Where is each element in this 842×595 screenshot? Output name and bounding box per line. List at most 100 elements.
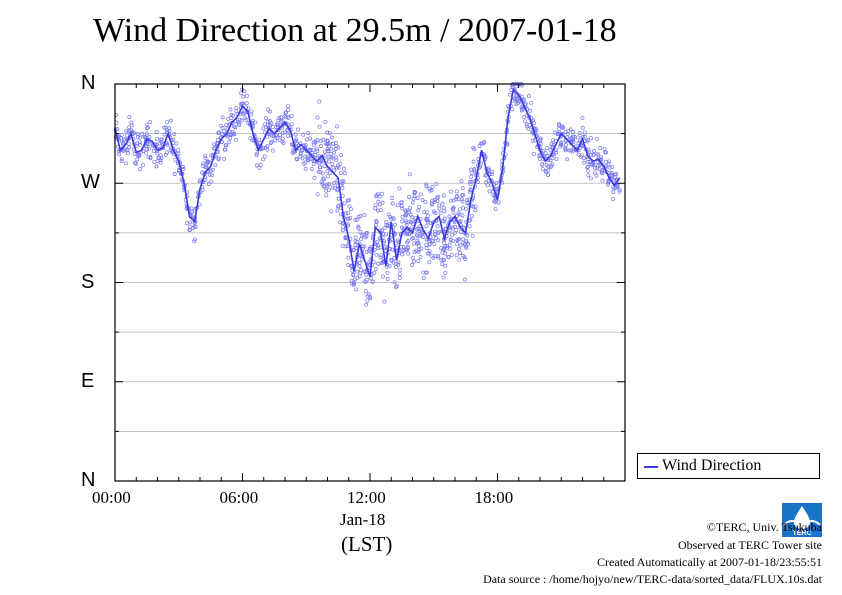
data-point	[209, 179, 214, 184]
data-point	[549, 142, 554, 146]
data-point	[249, 112, 253, 117]
data-point	[576, 152, 581, 157]
data-point	[142, 134, 147, 139]
data-point	[559, 142, 564, 147]
data-point	[441, 206, 446, 210]
data-point	[460, 193, 465, 198]
data-point	[261, 145, 266, 150]
data-point	[365, 277, 370, 282]
data-point	[227, 140, 232, 145]
data-point	[138, 167, 143, 171]
data-point	[399, 200, 404, 205]
data-point	[345, 222, 350, 227]
data-point	[390, 215, 395, 220]
data-point	[443, 244, 448, 249]
data-point	[145, 146, 149, 151]
axis-ticks	[114, 83, 626, 482]
data-point	[384, 220, 389, 225]
data-point	[328, 170, 333, 175]
data-point	[290, 151, 295, 156]
data-point	[460, 186, 465, 191]
data-point	[332, 150, 337, 155]
data-point	[432, 241, 437, 246]
x-tick-label: 00:00	[92, 488, 131, 507]
data-point	[158, 153, 163, 158]
data-point	[381, 231, 386, 236]
data-point	[312, 175, 317, 180]
data-point	[382, 226, 387, 231]
data-point	[433, 229, 437, 234]
data-point	[463, 277, 467, 282]
data-point	[538, 141, 543, 146]
data-point	[487, 189, 492, 194]
data-point	[390, 247, 395, 252]
data-point	[433, 254, 437, 259]
data-point	[528, 108, 533, 113]
data-point	[424, 217, 429, 222]
data-point	[384, 232, 388, 237]
data-point	[465, 200, 470, 205]
data-point	[404, 222, 409, 227]
data-point	[382, 299, 387, 304]
data-point	[127, 125, 132, 130]
data-point	[454, 189, 459, 194]
data-point	[443, 263, 448, 268]
data-point	[538, 136, 543, 141]
data-point	[406, 231, 411, 236]
data-point	[193, 225, 198, 230]
data-point	[522, 115, 527, 120]
data-point	[234, 137, 238, 142]
data-point	[299, 148, 304, 152]
data-point	[330, 185, 335, 190]
data-point	[597, 167, 602, 172]
data-point	[394, 285, 398, 289]
data-point	[326, 148, 331, 153]
data-point	[448, 238, 453, 243]
data-point	[461, 237, 466, 242]
data-point	[411, 255, 416, 260]
data-point	[417, 227, 422, 231]
data-point	[406, 239, 411, 243]
data-point	[300, 148, 305, 153]
data-point	[270, 148, 275, 153]
data-point	[168, 118, 173, 123]
data-point	[326, 139, 330, 144]
data-point	[530, 138, 535, 143]
data-point	[323, 149, 327, 154]
data-point	[268, 109, 272, 114]
data-point	[540, 162, 545, 167]
data-point	[458, 251, 463, 255]
data-point	[515, 101, 520, 106]
data-point	[586, 173, 591, 178]
data-point	[424, 246, 429, 251]
data-point	[550, 156, 555, 161]
data-point	[148, 141, 152, 146]
data-point	[589, 136, 594, 141]
data-point	[233, 125, 238, 130]
data-point	[132, 130, 137, 135]
data-point	[410, 200, 415, 205]
data-point	[434, 181, 439, 186]
data-point	[280, 136, 285, 141]
data-point	[376, 261, 381, 266]
data-point	[470, 233, 475, 238]
data-point	[580, 125, 585, 130]
data-point	[267, 131, 272, 136]
data-point	[379, 208, 383, 213]
data-point	[184, 221, 189, 226]
data-point	[450, 206, 455, 211]
data-point	[466, 242, 471, 247]
data-point	[222, 156, 227, 161]
data-point	[586, 138, 591, 142]
data-point	[582, 130, 587, 135]
data-point	[418, 192, 423, 197]
data-point	[141, 163, 146, 168]
x-axis-unit-label: (LST)	[341, 532, 393, 556]
data-point	[365, 293, 370, 298]
data-point	[400, 219, 405, 224]
data-point	[514, 91, 519, 96]
data-point	[355, 217, 360, 222]
data-point	[119, 156, 124, 161]
data-point	[440, 218, 445, 223]
